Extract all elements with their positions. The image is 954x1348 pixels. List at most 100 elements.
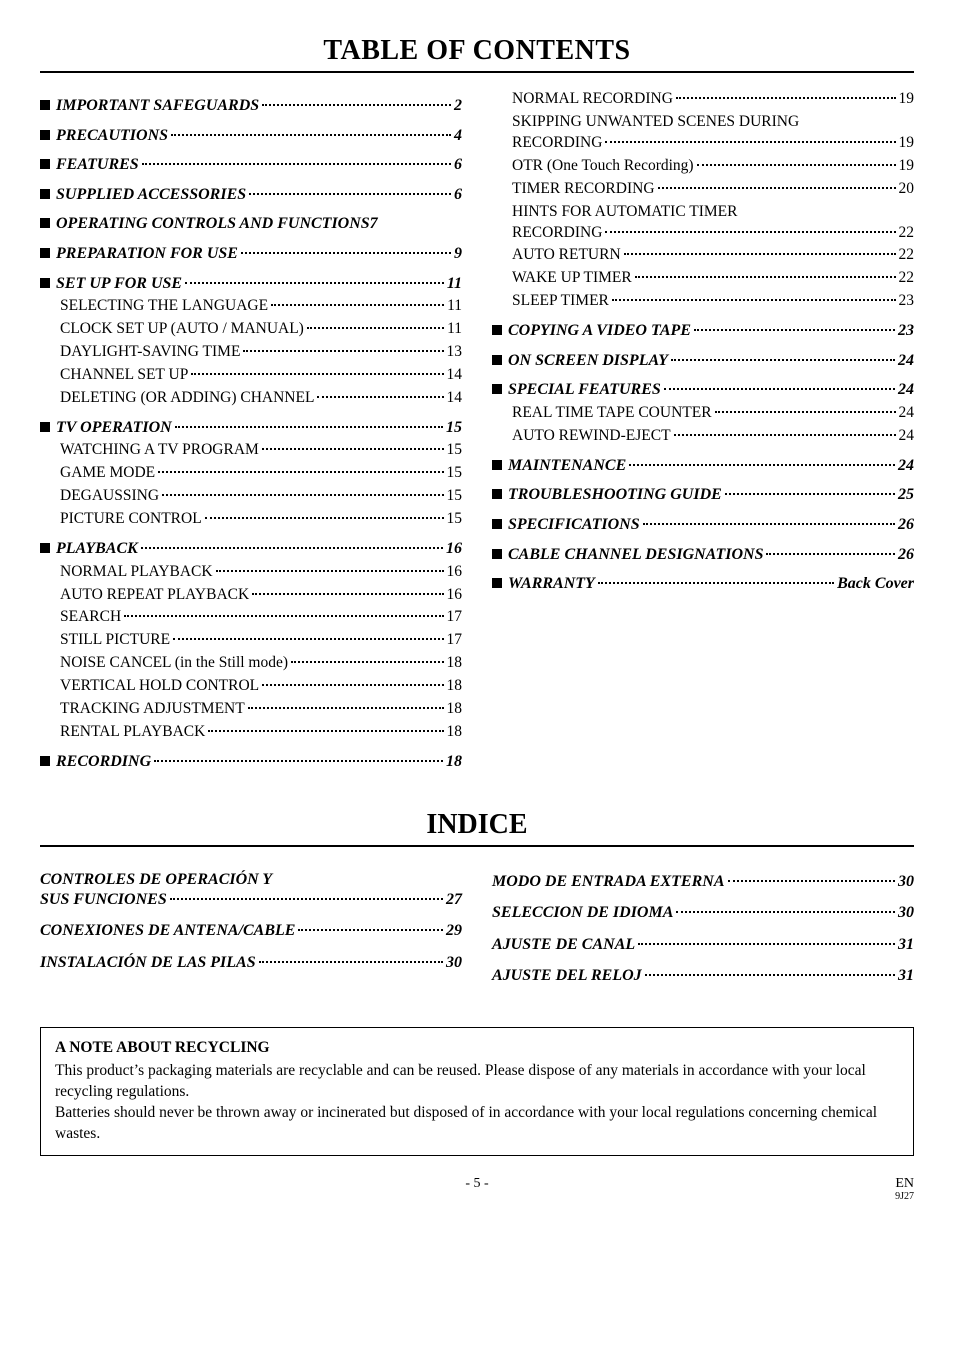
toc-top-entry: RECORDING18 [40, 751, 462, 773]
toc-entry-page: 7 [370, 213, 378, 235]
toc-entry-label: PICTURE CONTROL [60, 509, 202, 530]
toc-entry-page: 11 [447, 273, 462, 295]
toc-entry-page: 15 [446, 417, 462, 439]
toc-entry-label: SPECIFICATIONS [508, 514, 640, 536]
toc-entry-label: TROUBLESHOOTING GUIDE [508, 484, 722, 506]
toc-leader-dots [676, 97, 896, 99]
toc-leader-dots [624, 253, 896, 255]
indice-entry: AJUSTE DEL RELOJ31 [492, 965, 914, 987]
indice-entry-page: 31 [898, 965, 914, 987]
toc-entry-page: 6 [454, 184, 462, 206]
indice-entry-label: SELECCION DE IDIOMA [492, 902, 673, 924]
toc-entry-label: AUTO REWIND-EJECT [512, 426, 671, 447]
toc-entry-label: VERTICAL HOLD CONTROL [60, 676, 259, 697]
toc-entry-page: 18 [447, 699, 463, 720]
toc-top-entry: SET UP FOR USE 11 [40, 273, 462, 295]
toc-entry-label: REAL TIME TAPE COUNTER [512, 403, 712, 424]
indice-entry-page: 27 [446, 889, 462, 911]
footer-right: EN 9J27 [895, 1176, 914, 1202]
toc-top-entry: IMPORTANT SAFEGUARDS2 [40, 95, 462, 117]
toc-entry-label: NORMAL PLAYBACK [60, 562, 213, 583]
bullet-square-icon [492, 325, 502, 335]
document-page: TABLE OF CONTENTS IMPORTANT SAFEGUARDS2P… [0, 0, 954, 1230]
indice-leader-dots [259, 961, 443, 963]
toc-entry-page: 26 [898, 514, 914, 536]
note-paragraph-1: This product’s packaging materials are r… [55, 1061, 899, 1103]
toc-sub-entry-multiline: HINTS FOR AUTOMATIC TIMERRECORDING22 [492, 202, 914, 244]
toc-entry-page: 19 [899, 89, 915, 110]
indice-entry-label: MODO DE ENTRADA EXTERNA [492, 871, 725, 893]
toc-leader-dots [248, 707, 444, 709]
toc-entry-label: DEGAUSSING [60, 486, 159, 507]
toc-sub-entry: CHANNEL SET UP14 [40, 365, 462, 386]
toc-entry-label-line2: RECORDING [512, 223, 602, 244]
toc-entry-label: SUPPLIED ACCESSORIES [56, 184, 246, 206]
toc-entry-page: 24 [899, 403, 915, 424]
toc-top-entry: ON SCREEN DISPLAY 24 [492, 350, 914, 372]
toc-leader-dots [629, 464, 895, 466]
toc-entry-page: 13 [447, 342, 463, 363]
toc-entry-page: 18 [447, 676, 463, 697]
toc-entry-page: 22 [899, 245, 915, 266]
toc-leader-dots [307, 327, 444, 329]
toc-entry-label: SLEEP TIMER [512, 291, 609, 312]
indice-entry: SELECCION DE IDIOMA30 [492, 902, 914, 924]
indice-right-column: MODO DE ENTRADA EXTERNA 30 SELECCION DE ID… [492, 861, 914, 989]
toc-leader-dots [658, 187, 896, 189]
indice-leader-dots [728, 880, 896, 882]
bullet-square-icon [492, 578, 502, 588]
toc-sub-entry: CLOCK SET UP (AUTO / MANUAL)11 [40, 319, 462, 340]
indice-entry-page: 30 [898, 871, 914, 893]
toc-entry-label: CLOCK SET UP (AUTO / MANUAL) [60, 319, 304, 340]
indice-entry-label-line2: SUS FUNCIONES [40, 889, 167, 911]
bullet-square-icon [492, 355, 502, 365]
bullet-square-icon [492, 460, 502, 470]
toc-entry-label: GAME MODE [60, 463, 155, 484]
toc-leader-dots [697, 164, 896, 166]
toc-sub-entry-multiline: SKIPPING UNWANTED SCENES DURINGRECORDING… [492, 112, 914, 154]
toc-entry-page: 20 [899, 179, 915, 200]
toc-top-entry: SPECIAL FEATURES24 [492, 379, 914, 401]
indice-entry: AJUSTE DE CANAL31 [492, 934, 914, 956]
toc-left-column: IMPORTANT SAFEGUARDS2PRECAUTIONS4FEATURE… [40, 87, 462, 775]
toc-leader-dots [124, 615, 443, 617]
toc-entry-page: 22 [899, 268, 915, 289]
toc-entry-label: AUTO RETURN [512, 245, 621, 266]
toc-sub-entry: REAL TIME TAPE COUNTER 24 [492, 403, 914, 424]
toc-sub-entry: NORMAL PLAYBACK16 [40, 562, 462, 583]
toc-entry-label: SET UP FOR USE [56, 273, 182, 295]
toc-title: TABLE OF CONTENTS [40, 35, 914, 67]
toc-entry-page: 26 [898, 544, 914, 566]
bullet-square-icon [40, 130, 50, 140]
toc-leader-dots [162, 494, 443, 496]
toc-entry-label: SELECTING THE LANGUAGE [60, 296, 268, 317]
toc-entry-page: 25 [898, 484, 914, 506]
toc-entry-label: ON SCREEN DISPLAY [508, 350, 668, 372]
toc-entry-page: 24 [898, 350, 914, 372]
toc-leader-dots [216, 570, 444, 572]
toc-entry-page: 15 [447, 463, 463, 484]
bullet-square-icon [40, 278, 50, 288]
toc-columns: IMPORTANT SAFEGUARDS2PRECAUTIONS4FEATURE… [40, 87, 914, 775]
toc-sub-entry: NOISE CANCEL (in the Still mode)18 [40, 653, 462, 674]
toc-entry-page: 16 [446, 538, 462, 560]
indice-leader-dots [170, 898, 443, 900]
toc-entry-label: PREPARATION FOR USE [56, 243, 238, 265]
bullet-square-icon [492, 519, 502, 529]
footer-lang: EN [895, 1176, 914, 1191]
indice-entry-label: CONEXIONES DE ANTENA/CABLE [40, 920, 295, 942]
indice-entry-page: 29 [446, 920, 462, 942]
toc-entry-page: 17 [447, 607, 463, 628]
bullet-square-icon [492, 384, 502, 394]
bullet-square-icon [40, 159, 50, 169]
indice-leader-dots [676, 911, 895, 913]
toc-leader-dots [725, 493, 895, 495]
toc-leader-dots [262, 684, 443, 686]
toc-top-entry: OPERATING CONTROLS AND FUNCTIONS 7 [40, 213, 462, 235]
toc-leader-dots [175, 426, 443, 428]
bullet-square-icon [492, 489, 502, 499]
bullet-square-icon [40, 189, 50, 199]
recycling-note-box: A NOTE ABOUT RECYCLING This product’s pa… [40, 1027, 914, 1156]
toc-entry-page: 2 [454, 95, 462, 117]
toc-sub-entry: RENTAL PLAYBACK18 [40, 722, 462, 743]
